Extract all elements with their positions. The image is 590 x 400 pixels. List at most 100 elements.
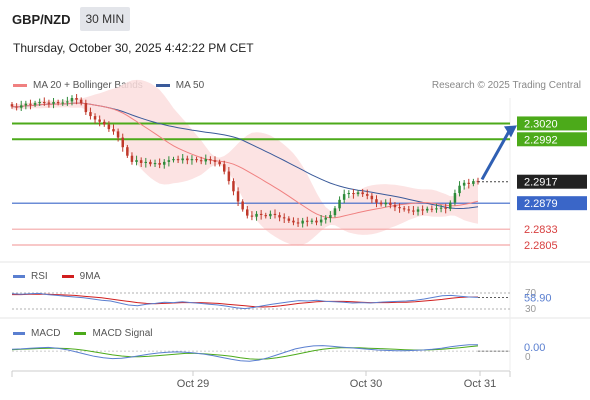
- target-arrow-head: [504, 125, 517, 138]
- candle-body: [15, 106, 18, 108]
- rsi-level-label-70: 70: [525, 288, 537, 299]
- price-legend: MA 20 + Bollinger Bands MA 50: [13, 80, 217, 91]
- candle-body: [213, 160, 217, 162]
- candle-body: [444, 207, 447, 209]
- candle-body: [38, 102, 41, 104]
- candle-body: [292, 220, 295, 223]
- candle-body: [20, 105, 23, 108]
- candle-body: [458, 185, 461, 194]
- candle-body: [209, 159, 212, 161]
- candle-body: [476, 181, 480, 183]
- rsi-legend: RSI 9MA: [13, 271, 114, 282]
- macd-zero-label: 0: [525, 352, 531, 363]
- candle-body: [190, 159, 194, 161]
- x-tick-label-1: Oct 30: [350, 378, 382, 390]
- rsi-line: [11, 292, 479, 310]
- candle-body: [126, 147, 129, 156]
- candle-body: [199, 160, 203, 162]
- macd-signal-line: [11, 345, 479, 360]
- candle-body: [103, 121, 106, 125]
- candle-body: [89, 112, 92, 117]
- macd-legend: MACD MACD Signal: [13, 328, 166, 339]
- candle-body: [29, 103, 32, 105]
- candle-body: [227, 171, 231, 182]
- candle-body: [246, 209, 249, 216]
- candle-body: [282, 217, 286, 219]
- candle-body: [167, 160, 171, 162]
- legend-rsi-ma: 9MA: [61, 271, 101, 282]
- candle-body: [232, 181, 235, 192]
- candle-body: [153, 163, 157, 165]
- candle-body: [273, 213, 277, 215]
- candle-body: [10, 104, 14, 107]
- candle-body: [315, 220, 318, 223]
- candle-body: [186, 158, 189, 161]
- candle-body: [176, 159, 180, 161]
- candle-body: [93, 116, 97, 120]
- candle-body: [402, 208, 406, 210]
- candle-body: [181, 158, 184, 161]
- legend-ma20-label: MA 20 + Bollinger Bands: [33, 80, 143, 91]
- candle-body: [430, 208, 434, 210]
- ma20-swatch: [13, 84, 27, 87]
- candle-body: [472, 181, 475, 184]
- candle-body: [449, 202, 452, 209]
- candle-body: [33, 103, 37, 105]
- candle-body: [426, 208, 429, 211]
- candle-body: [310, 220, 314, 222]
- candle-body: [61, 102, 64, 104]
- candle-body: [342, 194, 346, 200]
- price-tag-last: [517, 174, 587, 189]
- candle-body: [236, 191, 240, 202]
- candle-body: [195, 159, 198, 161]
- candle-body: [287, 218, 291, 221]
- legend-macd-signal: MACD Signal: [74, 328, 152, 339]
- candle-body: [56, 102, 60, 104]
- candle-body: [255, 213, 258, 217]
- candle-body: [398, 207, 401, 209]
- rsi-ma-line: [12, 293, 478, 308]
- rsi-swatch: [13, 275, 25, 278]
- candle-body: [435, 208, 438, 210]
- legend-rsi-ma-label: 9MA: [79, 271, 101, 282]
- credit-text: Research © 2025 Trading Central: [431, 80, 581, 91]
- candle-body: [75, 98, 78, 100]
- candle-body: [241, 201, 244, 210]
- candle-body: [333, 208, 337, 216]
- candle-body: [338, 199, 341, 209]
- legend-ma20: MA 20 + Bollinger Bands: [13, 80, 143, 91]
- price-tag-text-2.2833: 2.2833: [524, 224, 558, 236]
- rsi-current-label: 58.90: [524, 292, 552, 304]
- candle-body: [172, 159, 175, 161]
- candle-body: [144, 161, 147, 163]
- candle-body: [324, 217, 327, 220]
- candle-body: [296, 222, 300, 224]
- macd-current-label: 0.00: [524, 342, 545, 354]
- candle-body: [379, 202, 383, 205]
- candle-body: [98, 119, 101, 122]
- candle-body: [135, 160, 138, 162]
- legend-macd-label: MACD: [31, 328, 61, 339]
- candle-body: [407, 209, 410, 211]
- candle-body: [158, 163, 161, 165]
- candle-body: [366, 194, 369, 196]
- candle-body: [356, 192, 360, 195]
- bollinger-band: [12, 79, 478, 246]
- candle-body: [24, 103, 28, 106]
- price-tag-text-2.3020: 2.3020: [524, 118, 558, 130]
- candle-body: [389, 202, 392, 205]
- candle-body: [43, 102, 46, 103]
- legend-rsi: RSI: [13, 271, 48, 282]
- legend-rsi-label: RSI: [31, 271, 48, 282]
- candle-body: [66, 101, 69, 103]
- x-tick-label-2: Oct 31: [464, 378, 496, 390]
- candle-body: [79, 99, 83, 104]
- ma50-swatch: [155, 84, 170, 87]
- candle-body: [278, 215, 281, 218]
- candle-body: [264, 215, 267, 217]
- candle-body: [439, 207, 443, 209]
- timeframe-badge[interactable]: 30 MIN: [79, 7, 131, 31]
- price-tag-text-2.2879: 2.2879: [524, 198, 558, 210]
- candle-body: [352, 193, 355, 195]
